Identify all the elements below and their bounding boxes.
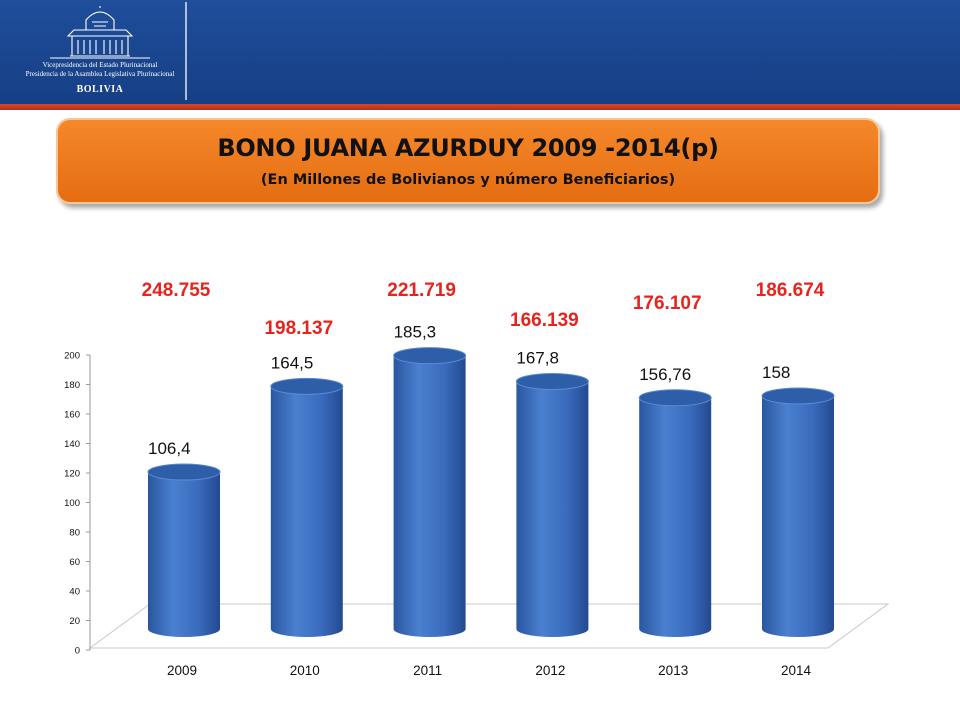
bar-cylinder-top-2012: [515, 372, 589, 390]
y-tick-label: 20: [69, 616, 80, 627]
y-tick-label: 200: [64, 351, 80, 362]
y-tick-label: 40: [69, 587, 80, 598]
title-banner: BONO JUANA AZURDUY 2009 -2014(p) (En Mil…: [56, 118, 880, 204]
bar-cylinder-top-2014: [761, 387, 835, 405]
beneficiaries-label: 166.139: [510, 310, 579, 331]
bar-cylinder-2011: [393, 355, 466, 637]
y-tick-label: 100: [64, 498, 80, 509]
bar-value-label: 185,3: [394, 323, 437, 342]
beneficiaries-label: 221.719: [387, 280, 456, 301]
y-tick-label: 140: [64, 439, 80, 450]
y-tick-label: 80: [69, 528, 80, 539]
x-tick-label: 2012: [535, 663, 565, 678]
bar-cylinder-top-2010: [270, 377, 344, 395]
y-tick-label: 160: [64, 410, 80, 421]
chart-subtitle: (En Millones de Bolivianos y número Bene…: [260, 172, 676, 188]
x-tick-label: 2010: [290, 663, 320, 678]
bar-chart: 0 20 40 60 80 100 120 140 160 180 200 106,4 2009 164,…: [64, 280, 890, 678]
bar-cylinder-2014: [762, 395, 834, 637]
beneficiaries-label: 248.755: [142, 280, 211, 301]
bar-value-label: 106,4: [148, 439, 191, 458]
y-tick-label: 60: [69, 557, 80, 568]
beneficiaries-label: 176.107: [633, 293, 702, 314]
institution-logo: Vicepresidencia del Estado Plurinacional…: [10, 2, 190, 102]
x-tick-label: 2009: [167, 663, 197, 678]
logo-text-presidencia: Presidencia de la Asamblea Legislativa P…: [25, 70, 175, 78]
header-bar: Vicepresidencia del Estado Plurinacional…: [0, 0, 960, 104]
bar-cylinder-top-2011: [393, 347, 467, 365]
bar-cylinder-top-2013: [638, 389, 712, 407]
bar-value-label: 164,5: [271, 353, 314, 372]
bar-cylinder-2010: [270, 386, 343, 637]
x-tick-label: 2013: [658, 663, 688, 678]
bar-value-label: 156,76: [639, 365, 691, 384]
beneficiaries-label: 186.674: [756, 280, 825, 301]
logo-text-vicepresidencia: Vicepresidencia del Estado Plurinacional: [42, 61, 158, 69]
y-tick-label: 0: [75, 646, 80, 657]
bar-cylinder-2009: [148, 472, 220, 637]
chart-title: BONO JUANA AZURDUY 2009 -2014(p): [217, 134, 719, 162]
y-tick-label: 180: [64, 380, 80, 391]
header-accent-strip: [0, 104, 960, 110]
logo-text-country: BOLIVIA: [76, 84, 124, 95]
header-divider: [185, 2, 187, 100]
building-emblem-icon: [50, 2, 150, 59]
bar-cylinder-2012: [516, 381, 589, 637]
bar-cylinder-top-2009: [147, 463, 221, 481]
bar-value-label: 158: [762, 363, 790, 382]
beneficiaries-label: 198.137: [264, 318, 333, 339]
x-tick-label: 2011: [413, 663, 442, 678]
x-tick-label: 2014: [781, 663, 812, 678]
bar-value-label: 167,8: [516, 348, 559, 367]
bar-cylinder-2013: [639, 397, 712, 637]
y-tick-label: 120: [64, 469, 80, 480]
